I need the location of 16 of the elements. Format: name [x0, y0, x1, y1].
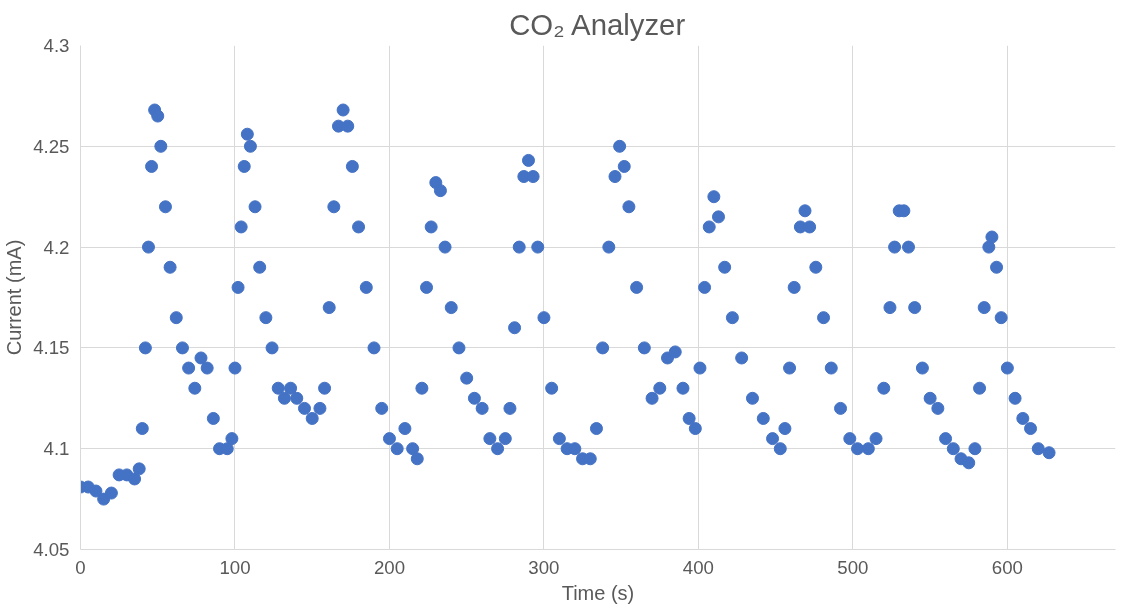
x-tick-label: 300	[528, 556, 560, 578]
y-tick-label: 4.15	[33, 337, 70, 359]
y-tick-label: 4.1	[43, 438, 70, 460]
x-tick-label: 0	[75, 556, 86, 578]
x-axis-title: Time (s)	[561, 581, 635, 604]
x-tick-label: 100	[219, 556, 251, 578]
x-tick-label: 500	[837, 556, 869, 578]
x-tick-label: 600	[991, 556, 1023, 578]
y-axis-title: Current (mA)	[3, 239, 26, 356]
x-tick-label: 400	[682, 556, 714, 578]
y-tick-label: 4.05	[33, 539, 70, 560]
y-tick-label: 4.25	[33, 135, 70, 157]
x-tick-label: 200	[373, 556, 406, 578]
y-tick-label: 4.3	[43, 35, 70, 56]
y-tick-label: 4.2	[43, 236, 70, 258]
chart-title: CO₂ Analyzer	[509, 7, 686, 41]
